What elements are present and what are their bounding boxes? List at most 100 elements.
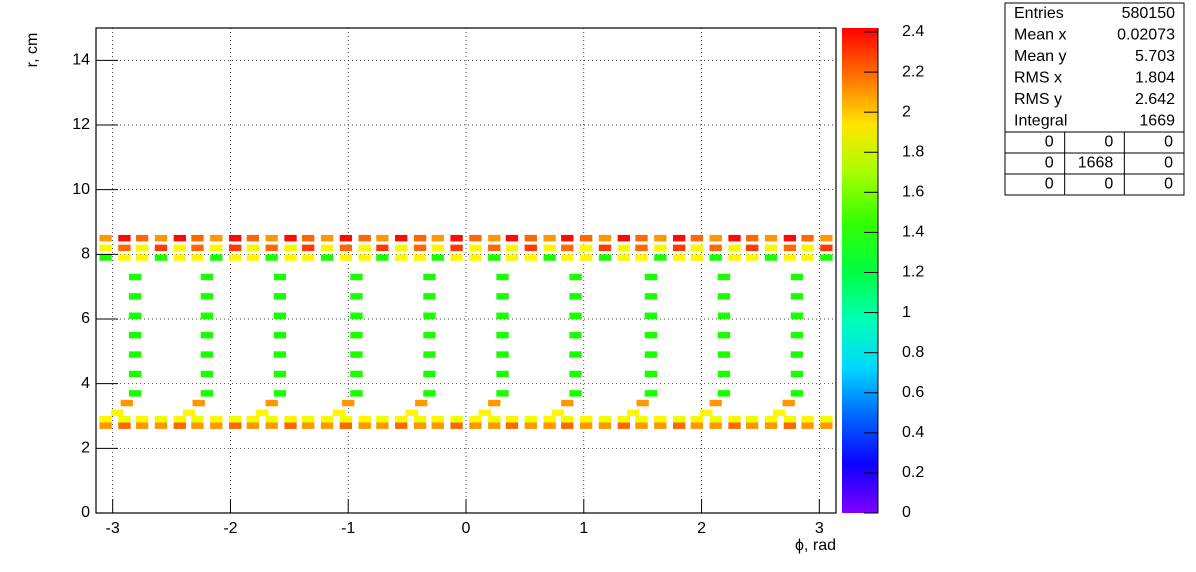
heatmap-cell	[543, 422, 556, 429]
heatmap-cell	[717, 351, 731, 358]
heatmap-cell	[782, 399, 795, 407]
heatmap-cell	[469, 422, 482, 429]
heatmap-cell	[350, 370, 363, 378]
heatmap-cell	[350, 351, 363, 358]
heatmap-cell	[450, 234, 463, 242]
z-tick-label: 0.8	[902, 344, 924, 361]
z-tick-label: 0.4	[902, 424, 924, 441]
heatmap-cell	[284, 416, 297, 423]
heatmap-cell	[284, 244, 297, 252]
heatmap-cell	[423, 370, 436, 378]
heatmap-cell	[339, 422, 353, 429]
heatmap-cell	[376, 234, 389, 242]
heatmap-cell	[228, 422, 242, 429]
heatmap-cell	[246, 422, 259, 429]
heatmap-cell	[644, 331, 658, 339]
heatmap-cell	[496, 351, 509, 358]
heatmap-cell	[717, 390, 731, 397]
stats-box	[1004, 2, 1185, 196]
heatmap-cell	[746, 254, 759, 261]
heatmap-cell	[320, 254, 334, 261]
y-tick-label: 6	[81, 310, 90, 327]
heatmap-cell	[99, 422, 112, 429]
heatmap-cell	[673, 416, 686, 423]
heatmap-cell	[192, 399, 205, 407]
heatmap-cell	[395, 244, 408, 252]
heatmap-cell	[561, 399, 574, 407]
heatmap-cell	[728, 422, 741, 429]
heatmap-cell	[135, 254, 149, 261]
heatmap-cell	[709, 234, 722, 242]
heatmap-cell	[200, 273, 214, 281]
heatmap-cell	[118, 244, 131, 252]
heatmap-cell	[210, 234, 223, 242]
x-tick-label: -3	[106, 520, 120, 537]
heatmap-cell	[690, 422, 704, 429]
heatmap-cell	[469, 234, 482, 242]
heatmap-cell	[376, 254, 389, 261]
heatmap-cell	[200, 331, 214, 339]
heatmap-cell	[320, 416, 334, 423]
heatmap-cell	[505, 254, 519, 261]
heatmap-cell	[302, 422, 315, 429]
z-tick-label: 1.6	[902, 184, 924, 201]
heatmap-cell	[524, 254, 537, 261]
stats-label: Mean x	[1014, 26, 1066, 43]
heatmap-cell	[561, 254, 574, 261]
heatmap-cell	[496, 293, 509, 300]
z-tick-label: 1	[902, 304, 911, 321]
heatmap-cell	[783, 234, 797, 242]
heatmap-cell	[635, 244, 648, 252]
heatmap-cell	[302, 416, 315, 423]
heatmap-cell	[320, 234, 334, 242]
heatmap-cell	[728, 254, 741, 261]
heatmap-cell	[350, 312, 363, 319]
heatmap-cell	[273, 312, 287, 319]
heatmap-cell	[228, 244, 242, 252]
heatmap-cell	[790, 273, 804, 281]
heatmap-cell	[413, 254, 427, 261]
heatmap-cell	[191, 416, 204, 423]
stats-label: RMS x	[1014, 69, 1062, 86]
heatmap-cell	[561, 244, 574, 252]
stats-value: 580150	[1122, 5, 1175, 22]
heatmap-cell	[579, 244, 593, 252]
heatmap-cell	[423, 273, 436, 281]
stats-label: Integral	[1014, 112, 1067, 129]
heatmap-cell	[413, 422, 427, 429]
heatmap-cell	[395, 234, 408, 242]
heatmap-cell	[395, 416, 408, 423]
heatmap-cell	[339, 234, 353, 242]
heatmap-cell	[801, 416, 814, 423]
stats-label: RMS y	[1014, 91, 1062, 108]
heatmap-cell	[488, 254, 501, 261]
heatmap-cell	[569, 390, 582, 397]
x-tick-label: 0	[462, 520, 471, 537]
heatmap-cell	[820, 416, 833, 423]
stats-cell: 0	[1045, 134, 1054, 151]
stats-cell: 0	[1045, 176, 1054, 193]
heatmap-cell	[423, 312, 436, 319]
heatmap-cell	[644, 293, 658, 300]
heatmap-cell	[746, 422, 759, 429]
heatmap-cell	[801, 254, 814, 261]
heatmap-cell	[717, 331, 731, 339]
heatmap-cell	[128, 351, 142, 358]
heatmap-cell	[764, 254, 778, 261]
heatmap-cell	[717, 293, 731, 300]
heatmap-cell	[561, 416, 574, 423]
heatmap-cell	[135, 416, 149, 423]
stats-label: Entries	[1014, 5, 1064, 22]
heatmap-cell	[820, 234, 833, 242]
heatmap-cell	[654, 422, 667, 429]
y-tick-label: 12	[72, 116, 90, 133]
heatmap-cell	[265, 422, 278, 429]
heatmap-cell	[350, 331, 363, 339]
heatmap-cell	[118, 254, 131, 261]
heatmap-cell	[488, 234, 501, 242]
heatmap-cell	[246, 254, 259, 261]
heatmap-cell	[339, 254, 353, 261]
heatmap-cell	[728, 234, 741, 242]
heatmap-cell	[598, 254, 612, 261]
heatmap-cell	[265, 244, 278, 252]
